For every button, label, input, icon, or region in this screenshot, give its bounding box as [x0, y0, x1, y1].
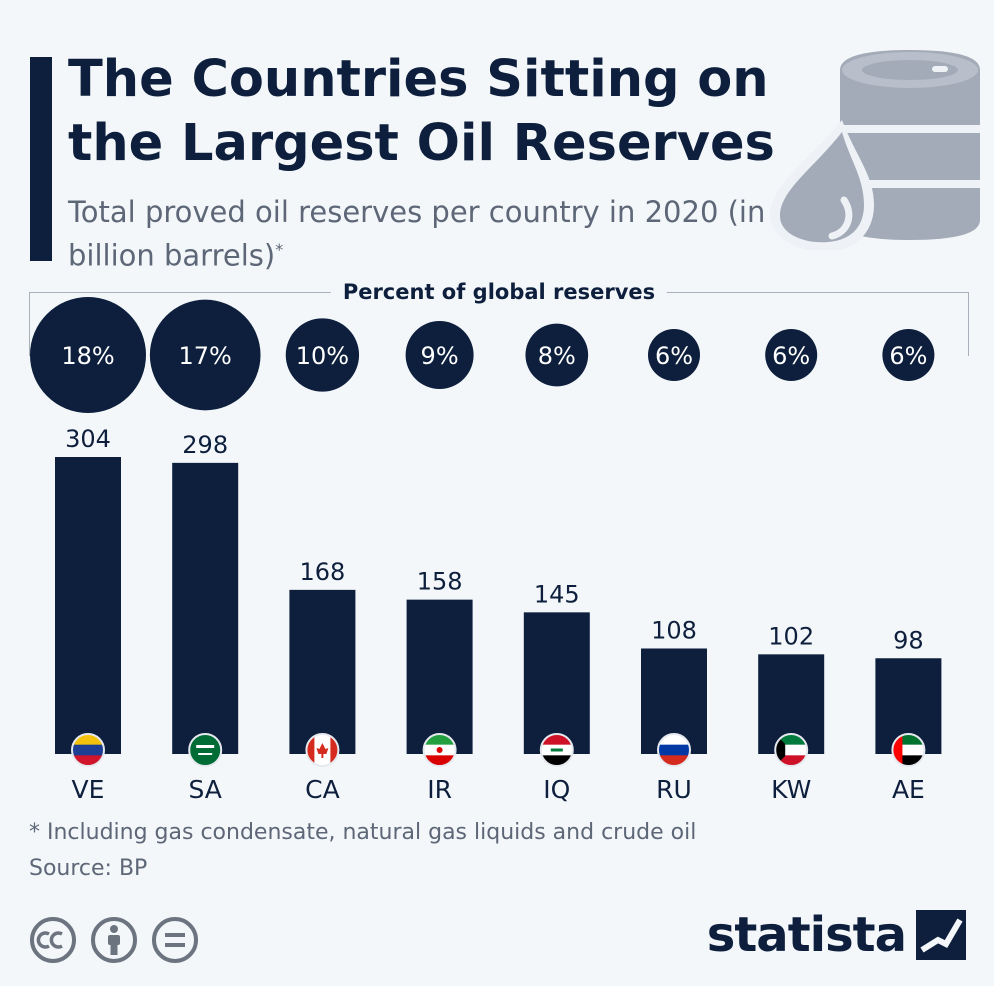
category-label: VE [72, 775, 105, 804]
percent-label: 17% [179, 342, 232, 370]
license-icons [30, 917, 198, 963]
category-label: RU [656, 775, 692, 804]
statista-brand: statista [707, 905, 966, 965]
value-label: 304 [65, 425, 111, 453]
kuwait-flag-icon [774, 733, 809, 767]
bar [289, 589, 356, 754]
percent-bubble [882, 329, 935, 381]
page-title: The Countries Sitting on the Largest Oil… [68, 50, 775, 173]
percent-label: 6% [772, 342, 810, 370]
subtitle-footnote-mark: * [275, 240, 284, 259]
percent-legend-label: Percent of global reserves [330, 280, 668, 304]
oil-barrel-icon [770, 50, 980, 250]
category-label: IQ [543, 775, 570, 804]
bar [406, 599, 473, 754]
category-label: IR [427, 775, 452, 804]
percent-label: 6% [889, 342, 927, 370]
title-accent-bar [30, 57, 52, 261]
value-label: 98 [893, 626, 924, 654]
value-label: 145 [534, 580, 580, 608]
bar [523, 612, 590, 754]
percent-bubble [765, 329, 818, 381]
value-label: 158 [417, 568, 463, 596]
percent-bubble [525, 323, 589, 387]
saudi-arabia-flag-icon [188, 733, 223, 767]
footnote: * Including gas condensate, natural gas … [29, 820, 697, 845]
percent-label: 6% [655, 342, 693, 370]
value-label: 108 [651, 616, 697, 644]
category-label: CA [305, 775, 340, 804]
category-label: AE [892, 775, 925, 804]
subtitle: Total proved oil reserves per country in… [68, 193, 768, 275]
percent-bubble [285, 318, 360, 392]
value-label: 102 [768, 622, 814, 650]
russia-flag-icon [657, 733, 691, 767]
subtitle-text: Total proved oil reserves per country in… [68, 195, 766, 273]
percent-bubble [405, 321, 474, 389]
bar [172, 462, 239, 754]
category-label: KW [771, 775, 811, 804]
bar-chart: 18% 304 VE 17% 298 SA 10% 168 CA 9% 158 IR 8% 145 IQ 6%… [30, 297, 942, 804]
percent-label: 10% [296, 342, 349, 370]
canada-flag-icon [305, 733, 340, 767]
cc-icon [30, 917, 76, 963]
statista-logo-icon [916, 910, 966, 960]
bar [55, 457, 121, 754]
no-derivatives-icon [152, 917, 198, 963]
category-label: SA [188, 775, 221, 804]
attribution-icon [91, 917, 137, 963]
percent-bubble [30, 297, 146, 413]
percent-label: 18% [61, 342, 114, 370]
iran-flag-icon [422, 733, 457, 767]
uae-flag-icon [891, 733, 926, 767]
value-label: 298 [182, 431, 228, 459]
venezuela-flag-icon [71, 733, 105, 767]
value-label: 168 [299, 558, 345, 586]
iraq-flag-icon [539, 733, 574, 767]
percent-legend-box: Percent of global reserves [29, 280, 969, 356]
percent-bubble [648, 329, 700, 381]
percent-bubble [149, 299, 261, 411]
percent-label: 8% [538, 342, 576, 370]
oil-drop-icon [770, 120, 874, 250]
percent-label: 9% [421, 342, 459, 370]
brand-name: statista [706, 907, 907, 963]
source-note: Source: BP [29, 856, 148, 881]
